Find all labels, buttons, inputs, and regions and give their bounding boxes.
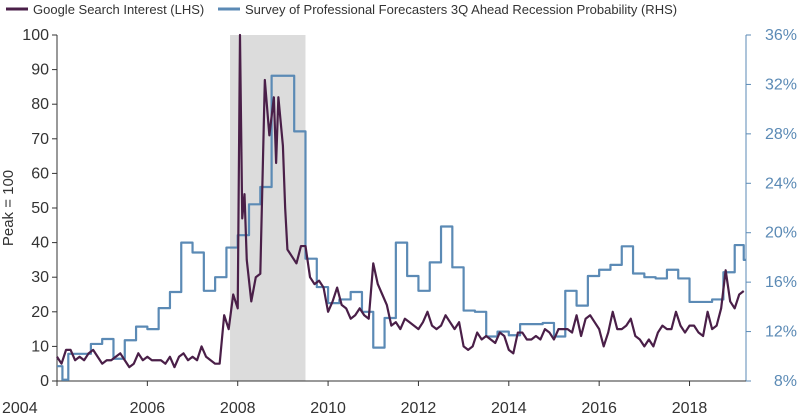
series-line-google-search xyxy=(56,33,745,369)
y-tick-label-left: 0 xyxy=(40,373,49,390)
y-tick-label-right: 24% xyxy=(765,175,797,192)
y-tick-label-right: 28% xyxy=(765,126,797,143)
y-tick-label-right: 8% xyxy=(774,373,797,390)
x-tick-label: 2004 xyxy=(2,400,38,415)
y-tick-label-right: 20% xyxy=(765,225,797,242)
x-tick-label: 2018 xyxy=(672,400,708,415)
y-tick-label-right: 36% xyxy=(765,27,797,44)
plot-area: 0 10 20 30 40 50 60 70 80 90 100 8% 12% 16% 20% 24% 28% 3… xyxy=(2,27,797,415)
x-tick-label: 2010 xyxy=(310,400,346,415)
y-tick-label-left: 100 xyxy=(22,27,49,44)
y-tick-label-left: 80 xyxy=(31,96,49,113)
y-tick-label-left: 90 xyxy=(31,62,49,79)
y-tick-label-left: 60 xyxy=(31,165,49,182)
legend: Google Search Interest (LHS) Survey of P… xyxy=(6,2,677,17)
y-tick-label-left: 30 xyxy=(31,269,49,286)
series-line-spf-recession-probability xyxy=(57,74,746,381)
legend-label-spf: Survey of Professional Forecasters 3Q Ah… xyxy=(245,2,677,17)
y-tick-label-left: 70 xyxy=(31,131,49,148)
y-tick-label-left: 10 xyxy=(31,338,49,355)
y-tick-label-right: 16% xyxy=(765,274,797,291)
y-tick-label-left: 50 xyxy=(31,200,49,217)
x-tick-label: 2006 xyxy=(130,400,166,415)
x-tick-label: 2014 xyxy=(491,400,527,415)
x-tick-label: 2012 xyxy=(401,400,437,415)
y-tick-label-right: 32% xyxy=(765,76,797,93)
x-tick-label: 2016 xyxy=(581,400,617,415)
y-axis-label: Peak = 100 xyxy=(0,170,17,246)
y-tick-label-left: 20 xyxy=(31,304,49,321)
y-tick-label-right: 12% xyxy=(765,324,797,341)
y-tick-label-left: 40 xyxy=(31,235,49,252)
legend-label-google: Google Search Interest (LHS) xyxy=(33,2,204,17)
x-tick-label: 2008 xyxy=(220,400,256,415)
